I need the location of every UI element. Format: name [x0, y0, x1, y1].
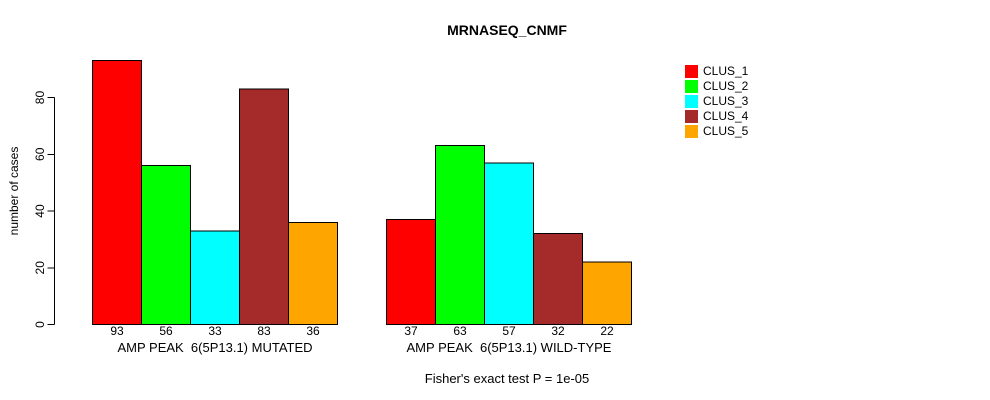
legend-label: CLUS_1 [703, 64, 749, 78]
y-axis-title: number of cases [7, 147, 21, 236]
y-tick-label: 40 [33, 204, 47, 218]
bar-clus_2 [435, 145, 485, 325]
bar-clus_2 [141, 165, 191, 325]
bar-clus_5 [288, 221, 338, 326]
bar-value-label: 22 [600, 324, 614, 338]
bar-value-label: 83 [257, 324, 271, 338]
group-label: AMP PEAK 6(5P13.1) WILD-TYPE [407, 340, 612, 355]
legend-entry: CLUS_2 [685, 80, 748, 93]
fisher-test-caption: Fisher's exact test P = 1e-05 [424, 371, 590, 386]
bar-clus_1 [92, 60, 142, 326]
bar-value-label: 36 [306, 324, 320, 338]
legend-entry: CLUS_5 [685, 125, 748, 138]
y-tick-label: 20 [33, 261, 47, 275]
bar-clus_5 [582, 261, 632, 326]
legend-label: CLUS_2 [703, 79, 749, 93]
legend-swatch-icon [685, 110, 698, 123]
bar-clus_4 [533, 233, 583, 325]
bar-value-label: 56 [159, 324, 173, 338]
legend-label: CLUS_3 [703, 94, 749, 108]
bar-clus_3 [484, 162, 534, 325]
legend-swatch-icon [685, 95, 698, 108]
bar-value-label: 63 [453, 324, 467, 338]
legend-entry: CLUS_4 [685, 110, 748, 123]
legend-entry: CLUS_1 [685, 65, 748, 78]
y-tick-label: 80 [33, 91, 47, 105]
bar-clus_4 [239, 88, 289, 325]
legend-swatch-icon [685, 125, 698, 138]
legend-swatch-icon [685, 80, 698, 93]
chart-title: MRNASEQ_CNMF [447, 22, 567, 38]
legend-entry: CLUS_3 [685, 95, 748, 108]
legend-label: CLUS_4 [703, 109, 749, 123]
bar-value-label: 33 [208, 324, 222, 338]
bar-value-label: 57 [502, 324, 516, 338]
bar-value-label: 32 [551, 324, 565, 338]
legend-label: CLUS_5 [703, 124, 749, 138]
bar-clus_1 [386, 219, 436, 325]
y-tick-label: 60 [33, 147, 47, 161]
bar-clus_3 [190, 230, 240, 325]
legend: CLUS_1 CLUS_2 CLUS_3 CLUS_4 CLUS_5 [685, 65, 748, 140]
bar-value-label: 93 [110, 324, 124, 338]
legend-swatch-icon [685, 65, 698, 78]
bar-value-label: 37 [404, 324, 418, 338]
y-tick-label: 0 [33, 321, 47, 328]
group-label: AMP PEAK 6(5P13.1) MUTATED [117, 340, 312, 355]
